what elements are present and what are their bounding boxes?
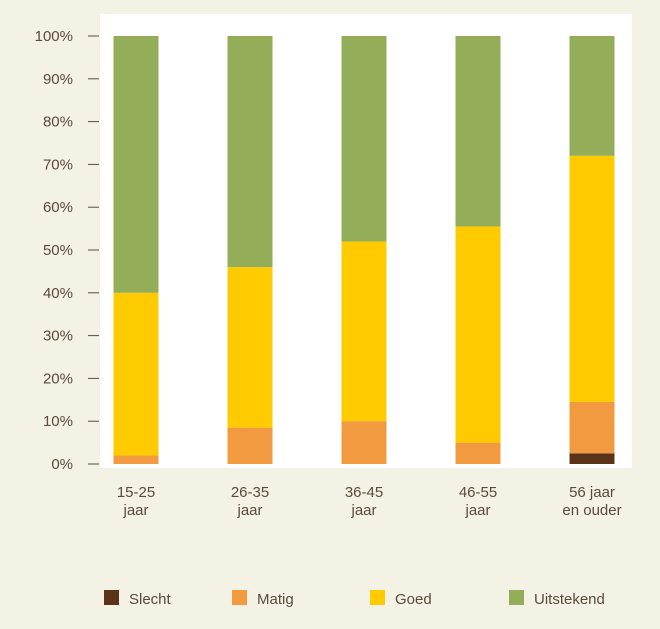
legend-label-uitstekend: Uitstekend [534,591,605,608]
y-tick-label: 80% [43,114,73,131]
legend-swatch-uitstekend [509,590,524,605]
x-tick-label-line: jaar [464,502,490,519]
x-tick-label-line: jaar [350,502,376,519]
x-tick-label: 56 jaar en ouder [562,484,621,519]
y-tick-label: 90% [43,71,73,88]
x-tick-label: 26-35 jaar [231,484,269,519]
bar-segment-matig [341,421,387,464]
bar-segment-goed [113,292,159,456]
y-tick-label: 100% [35,28,73,45]
bar-segment-uitstekend [227,36,273,268]
bar-segment-uitstekend [113,36,159,293]
bar-segment-matig [569,401,615,454]
y-tick-label: 10% [43,413,73,430]
legend-label-matig: Matig [257,591,294,608]
legend-swatch-slecht [104,590,119,605]
x-tick-label-line: jaar [122,502,148,519]
y-tick-label: 40% [43,285,73,302]
x-tick-label-line: en ouder [562,502,621,519]
x-tick-label-line: 26-35 [231,484,269,501]
bar-segment-goed [569,155,615,402]
x-tick-label-line: 36-45 [345,484,383,501]
y-tick-label: 20% [43,370,73,387]
bars [113,36,615,464]
bar-segment-slecht [569,453,615,464]
legend-label-slecht: Slecht [129,591,172,608]
x-tick-label: 36-45 jaar [345,484,383,519]
bar-segment-uitstekend [455,36,501,227]
bar-segment-goed [341,241,387,422]
bar-segment-matig [455,442,501,464]
x-tick-label: 46-55 jaar [459,484,497,519]
x-tick-label-line: 46-55 [459,484,497,501]
x-tick-label-line: 56 jaar [569,484,615,501]
y-tick-label: 60% [43,199,73,216]
legend-swatch-matig [232,590,247,605]
y-tick-label: 30% [43,328,73,345]
bar-segment-uitstekend [341,36,387,242]
legend-swatch-goed [370,590,385,605]
y-axis: 0% 10% 20% 30% 40% 50% 60% 70% 80% 90% 100% [35,28,99,473]
legend: Slecht Matig Goed Uitstekend [104,590,605,608]
x-tick-label-line: 15-25 [117,484,155,501]
x-tick-label: 15-25 jaar [117,484,155,519]
legend-label-goed: Goed [395,591,432,608]
bar-segment-goed [227,267,273,428]
y-tick-label: 50% [43,242,73,259]
y-tick-label: 70% [43,156,73,173]
y-tick-label: 0% [51,456,73,473]
x-tick-label-line: jaar [236,502,262,519]
bar-segment-matig [113,455,159,464]
bar-segment-uitstekend [569,36,615,156]
bar-segment-matig [227,427,273,464]
bar-segment-goed [455,226,501,443]
